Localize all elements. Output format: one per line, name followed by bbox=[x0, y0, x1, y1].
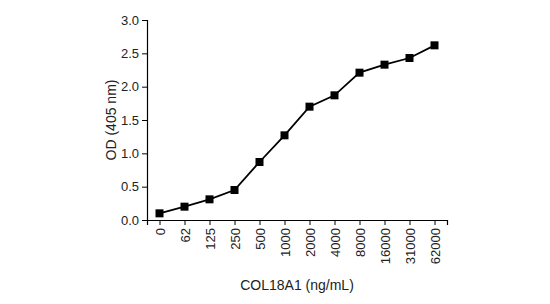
x-tick: 62000 bbox=[428, 220, 443, 264]
y-tick: 0.5 bbox=[121, 179, 147, 194]
marker bbox=[231, 186, 239, 194]
marker bbox=[181, 203, 189, 211]
x-tick: 8000 bbox=[353, 220, 368, 257]
x-tick-label: 31000 bbox=[403, 228, 418, 264]
y-tick-label: 2.5 bbox=[121, 46, 139, 61]
x-tick-mark bbox=[160, 220, 161, 225]
y-axis-title: OD (405 nm) bbox=[103, 80, 119, 161]
y-tick-mark bbox=[142, 153, 147, 154]
x-tick-label: 125 bbox=[203, 228, 218, 250]
x-tick-mark bbox=[285, 220, 286, 225]
y-tick: 3.0 bbox=[121, 13, 147, 28]
y-tick-label: 2.0 bbox=[121, 79, 139, 94]
marker bbox=[306, 103, 314, 111]
marker bbox=[281, 131, 289, 139]
marker bbox=[206, 195, 214, 203]
x-tick-label: 500 bbox=[253, 228, 268, 250]
x-tick-label: 62 bbox=[178, 228, 193, 242]
x-tick: 4000 bbox=[328, 220, 343, 257]
x-tick: 0 bbox=[153, 220, 168, 235]
y-axis-line bbox=[142, 21, 148, 221]
y-tick-mark bbox=[142, 187, 147, 188]
x-tick-label: 4000 bbox=[328, 228, 343, 257]
x-tick: 125 bbox=[203, 220, 218, 250]
marker bbox=[356, 69, 364, 77]
x-tick-label: 16000 bbox=[378, 228, 393, 264]
y-tick: 2.0 bbox=[121, 79, 147, 94]
x-tick-mark bbox=[260, 220, 261, 225]
y-tick: 1.0 bbox=[121, 146, 147, 161]
y-tick-label: 1.0 bbox=[121, 146, 139, 161]
x-tick-label: 250 bbox=[228, 228, 243, 250]
y-tick-label: 3.0 bbox=[121, 13, 139, 28]
x-tick-label: 1000 bbox=[278, 228, 293, 257]
y-tick-label: 0.0 bbox=[121, 213, 139, 228]
series bbox=[156, 41, 439, 217]
marker bbox=[406, 54, 414, 62]
y-tick: 2.5 bbox=[121, 46, 147, 61]
y-tick-mark bbox=[142, 87, 147, 88]
x-axis: 0 62 125 250 500 1000 2000 4000 8000 16000 31000 62… bbox=[148, 220, 448, 264]
x-tick-mark bbox=[360, 220, 361, 225]
line bbox=[160, 45, 435, 213]
x-tick-label: 8000 bbox=[353, 228, 368, 257]
x-tick-mark bbox=[335, 220, 336, 225]
x-axis-title: COL18A1 (ng/mL) bbox=[240, 277, 354, 293]
plot: 0.0 0.5 1.0 1.5 2.0 2.5 3.0 0 62 125 250 500 1000 200… bbox=[121, 13, 448, 264]
x-tick-mark bbox=[235, 220, 236, 225]
y-tick: 1.5 bbox=[121, 113, 147, 128]
x-tick-label: 2000 bbox=[303, 228, 318, 257]
marker bbox=[331, 91, 339, 99]
y-tick-label: 1.5 bbox=[121, 113, 139, 128]
x-tick-mark bbox=[385, 220, 386, 225]
x-tick: 16000 bbox=[378, 220, 393, 264]
chart: 0.0 0.5 1.0 1.5 2.0 2.5 3.0 0 62 125 250 500 1000 200… bbox=[0, 0, 550, 304]
x-tick-mark bbox=[185, 220, 186, 225]
marker bbox=[381, 61, 389, 69]
y-tick-mark bbox=[142, 220, 147, 221]
x-tick-label: 0 bbox=[153, 228, 168, 235]
x-tick-mark bbox=[410, 220, 411, 225]
x-axis-line bbox=[148, 221, 448, 226]
x-tick-mark bbox=[210, 220, 211, 225]
x-tick: 500 bbox=[253, 220, 268, 250]
x-tick-mark bbox=[435, 220, 436, 225]
y-tick-mark bbox=[142, 20, 147, 21]
x-tick: 62 bbox=[178, 220, 193, 242]
y-tick-mark bbox=[142, 120, 147, 121]
x-tick: 250 bbox=[228, 220, 243, 250]
marker bbox=[156, 209, 164, 217]
y-tick-mark bbox=[142, 53, 147, 54]
x-tick-mark bbox=[310, 220, 311, 225]
x-tick: 31000 bbox=[403, 220, 418, 264]
x-tick: 2000 bbox=[303, 220, 318, 257]
marker bbox=[256, 158, 264, 166]
y-tick: 0.0 bbox=[121, 213, 147, 228]
y-tick-label: 0.5 bbox=[121, 179, 139, 194]
y-axis: 0.0 0.5 1.0 1.5 2.0 2.5 3.0 bbox=[121, 13, 148, 228]
x-tick-label: 62000 bbox=[428, 228, 443, 264]
x-tick: 1000 bbox=[278, 220, 293, 257]
marker bbox=[431, 41, 439, 49]
